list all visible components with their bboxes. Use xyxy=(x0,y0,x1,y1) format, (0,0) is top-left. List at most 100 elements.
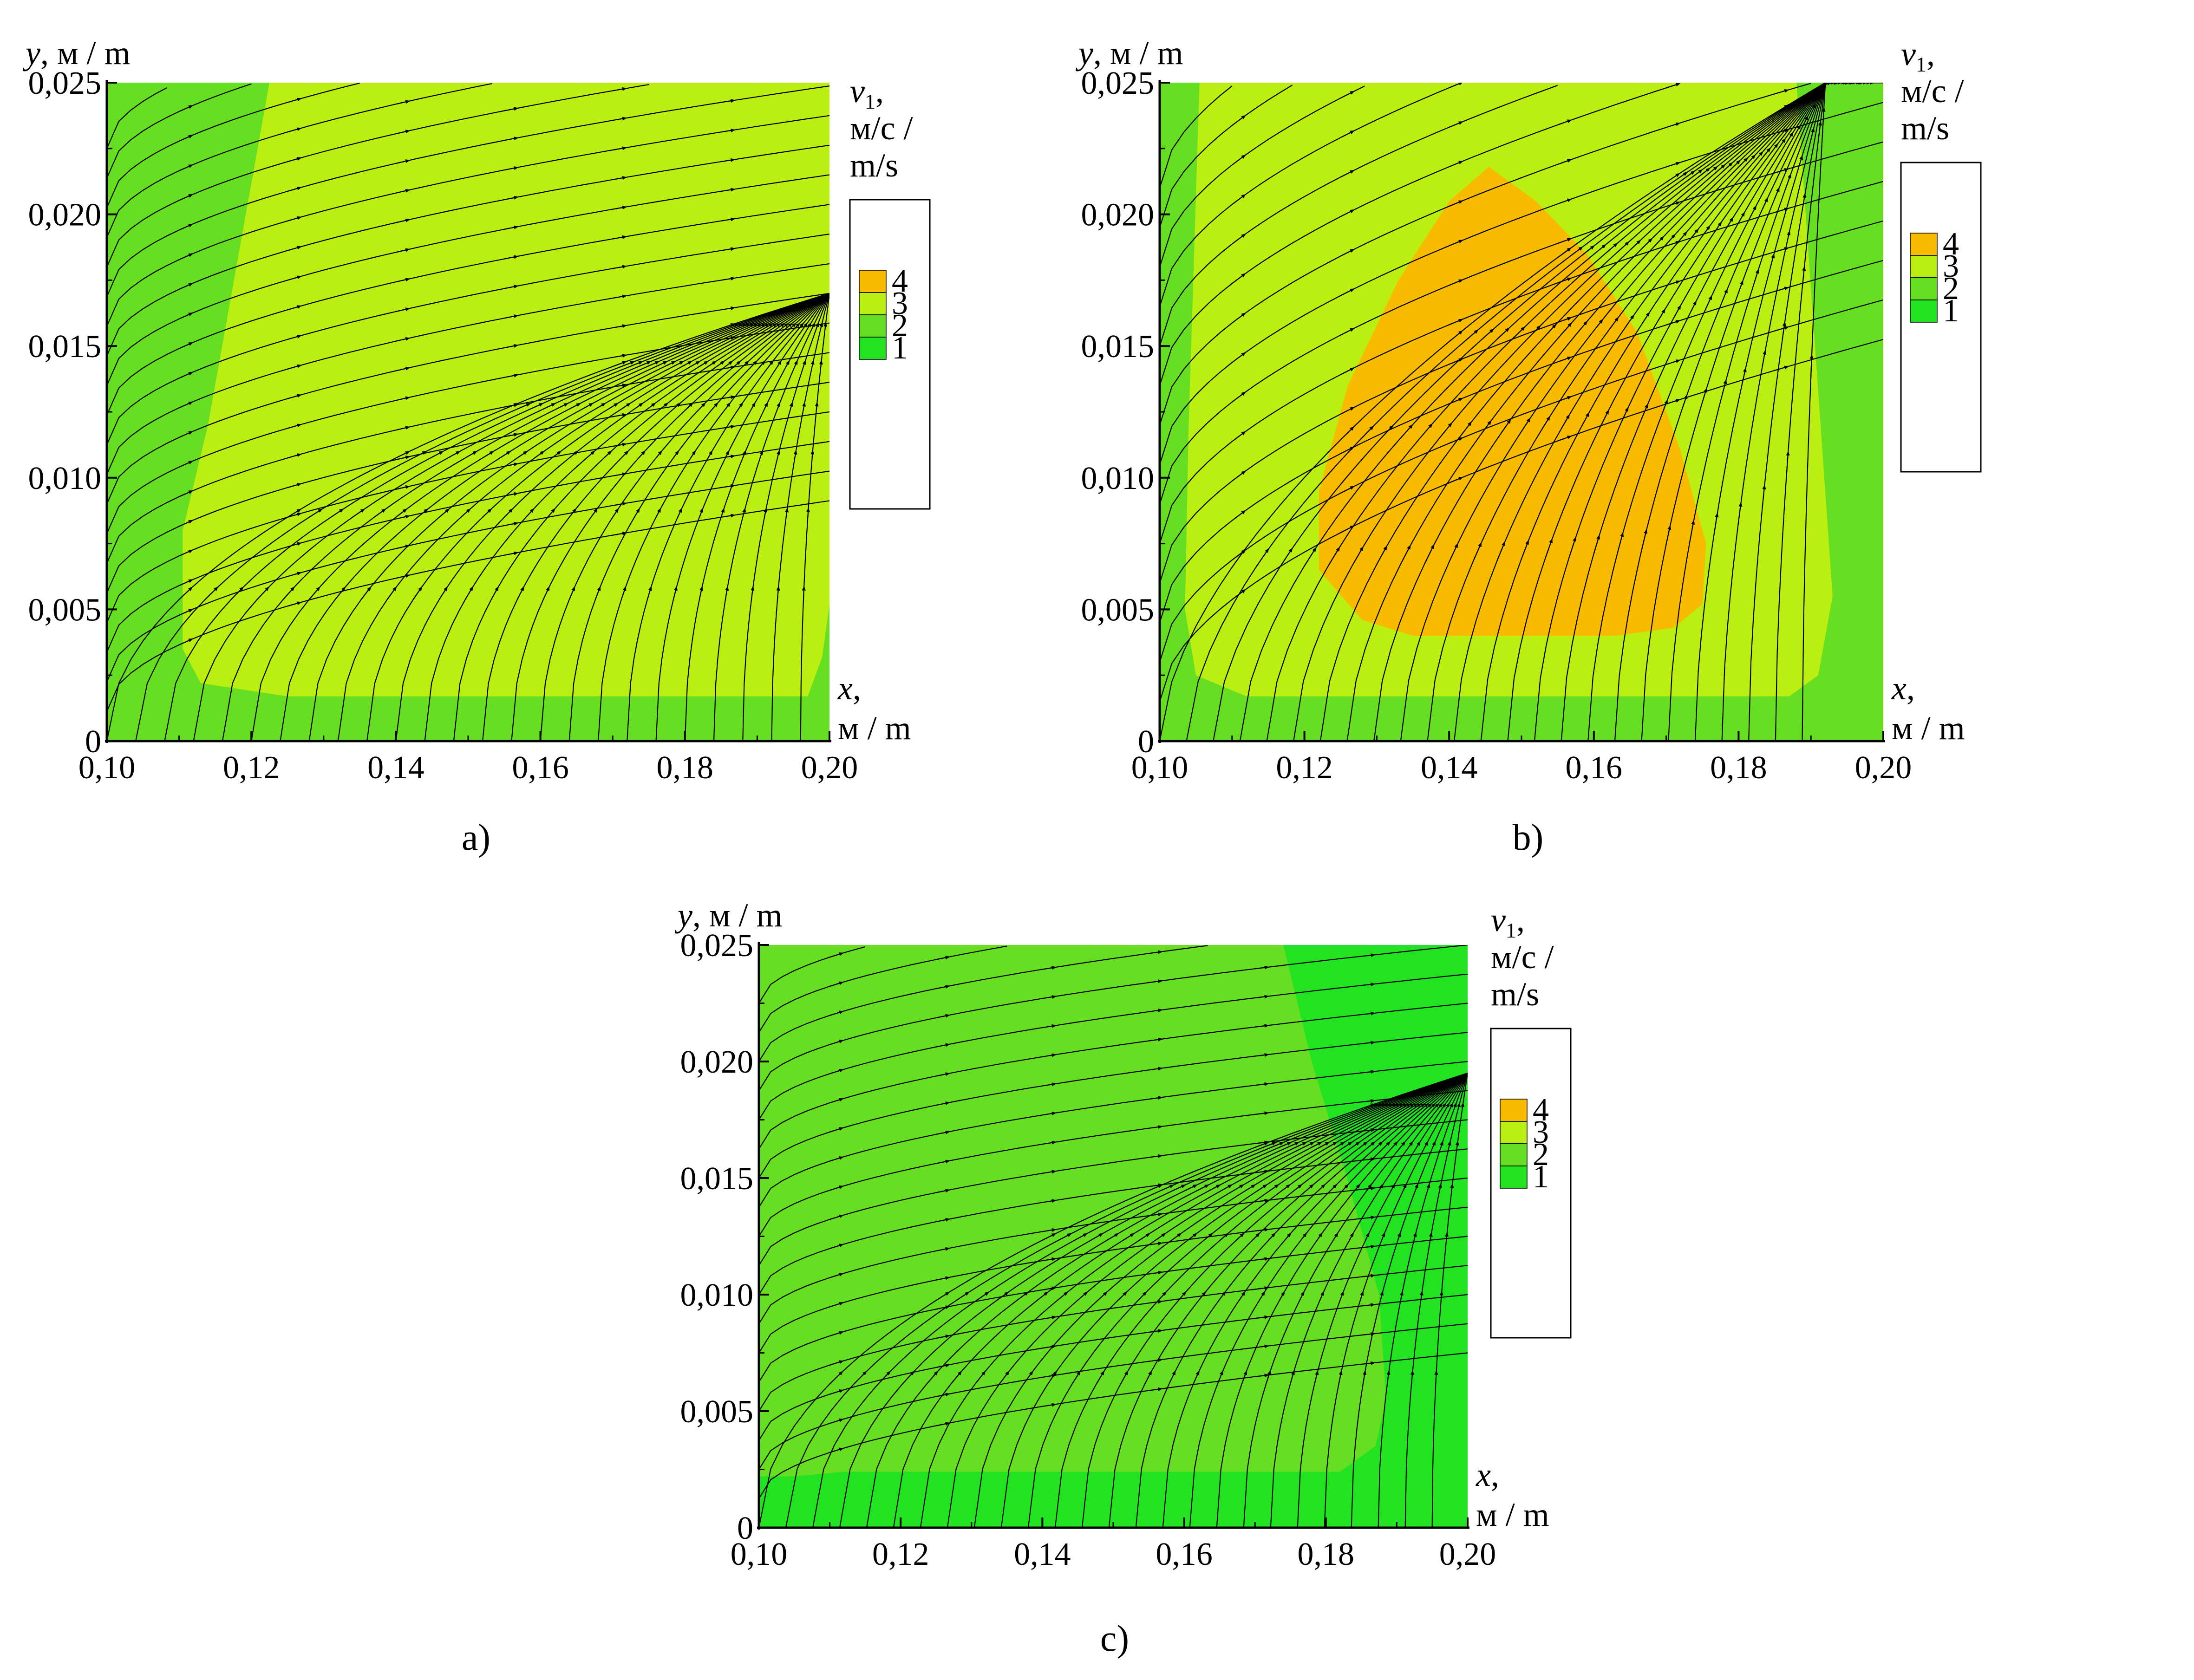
streamline-arrow xyxy=(1255,1344,1269,1348)
streamline-arrow xyxy=(287,572,302,577)
streamline-arrow xyxy=(396,366,411,371)
streamline-arrow xyxy=(179,401,194,409)
chart-panel-1: 0,10 0,12 0,14 0,16 0,18 0,20 0 0,005 0,010 0,015… xyxy=(22,34,931,858)
streamline xyxy=(1802,83,1883,741)
legend-label: 4 xyxy=(1943,226,1959,262)
streamline-arrow xyxy=(1750,205,1757,217)
streamline-arrow xyxy=(1424,544,1435,564)
y-tick-label: 0,015 xyxy=(28,329,102,365)
streamline-arrow xyxy=(1557,238,1572,244)
streamline-arrow xyxy=(829,1010,844,1016)
streamline-arrow xyxy=(1665,525,1672,547)
streamline-arrow xyxy=(534,450,545,459)
streamline-arrow xyxy=(1340,130,1355,138)
streamline-arrow xyxy=(1232,313,1246,324)
streamline xyxy=(1216,1073,1468,1528)
streamline-arrow xyxy=(1617,241,1630,252)
streamline-arrow xyxy=(504,462,519,467)
streamline xyxy=(1160,102,1883,465)
streamline-arrow xyxy=(1233,1184,1244,1191)
streamline xyxy=(164,293,829,741)
streamline-arrow xyxy=(1413,1103,1422,1109)
streamline-arrow xyxy=(1818,88,1823,100)
streamline-arrow xyxy=(1042,995,1057,999)
streamline xyxy=(1243,1073,1468,1528)
streamline-arrow xyxy=(1790,98,1803,108)
legend-swatch-1 xyxy=(859,337,887,360)
streamline-arrow xyxy=(926,1370,939,1385)
streamline-arrow xyxy=(1361,1099,1376,1103)
streamline xyxy=(1587,83,1883,741)
streamline xyxy=(1266,83,1883,741)
streamline xyxy=(684,293,829,741)
x-tick-label: 0,18 xyxy=(1298,1537,1355,1572)
legend-title-unit: м/с / xyxy=(1491,938,1554,976)
streamline-arrow xyxy=(1259,1291,1265,1301)
contour-regions xyxy=(107,83,829,741)
streamline-arrow xyxy=(1107,1233,1119,1241)
x-axis-label: x, xyxy=(837,670,861,707)
streamline xyxy=(251,293,829,741)
streamline-arrow xyxy=(1737,280,1743,293)
streamline-arrow xyxy=(829,1371,843,1385)
streamline xyxy=(839,1073,1468,1528)
streamline-arrow xyxy=(1361,1332,1376,1336)
streamline-arrow xyxy=(1373,1103,1386,1109)
legend-label: 2 xyxy=(1533,1137,1549,1172)
streamline xyxy=(1160,83,1883,741)
streamline-arrow xyxy=(282,586,295,600)
streamline-arrow xyxy=(790,322,797,329)
streamline xyxy=(759,1236,1468,1382)
streamline-arrow xyxy=(1042,1228,1057,1232)
streamline-arrow xyxy=(586,450,595,458)
streamline xyxy=(540,293,829,741)
streamline-arrow xyxy=(721,247,736,251)
streamline-arrow xyxy=(613,531,627,536)
streamline-arrow xyxy=(902,1370,915,1385)
streamline-arrow xyxy=(1255,1198,1269,1203)
streamline-arrow xyxy=(1577,320,1588,333)
streamline-arrow xyxy=(1332,1232,1339,1241)
streamline xyxy=(107,470,829,682)
streamline-arrow xyxy=(829,1098,844,1104)
y-tick-label: 0,010 xyxy=(680,1277,754,1313)
streamline-arrow xyxy=(1774,129,1789,134)
streamline-arrow xyxy=(499,450,511,459)
y-tick-label: 0,010 xyxy=(28,461,102,496)
contour-level-4 xyxy=(1319,167,1706,636)
streamline xyxy=(1373,83,1883,741)
streamline-arrow xyxy=(1340,328,1355,336)
streamline-arrow xyxy=(1340,249,1355,257)
streamline-arrow xyxy=(1037,1291,1049,1301)
streamline-arrow xyxy=(751,586,755,600)
streamline-arrow xyxy=(1330,1184,1338,1191)
streamline-arrow xyxy=(1453,1102,1457,1109)
streamline xyxy=(1213,83,1883,741)
x-tick-label: 0,12 xyxy=(223,750,280,786)
streamline-arrow xyxy=(1217,1370,1223,1384)
streamline-arrow xyxy=(1605,242,1618,254)
streamline-arrow xyxy=(330,508,344,518)
streamline-arrow xyxy=(1311,1141,1323,1148)
streamline-arrow xyxy=(1401,1103,1411,1109)
legend-swatch-3 xyxy=(1500,1121,1528,1144)
streamline xyxy=(107,87,168,149)
streamline-arrow xyxy=(1456,1102,1461,1109)
streamline-arrow xyxy=(1666,122,1681,128)
streamline-arrow xyxy=(1362,1370,1367,1384)
streamline xyxy=(1160,85,1558,346)
streamline-arrow xyxy=(620,586,627,600)
legend-label: 3 xyxy=(1533,1114,1549,1150)
streamline-arrow xyxy=(829,952,844,958)
streamline-arrow xyxy=(287,305,302,311)
streamline-arrow xyxy=(179,283,194,290)
streamline-arrow xyxy=(793,449,797,458)
streamline-arrow xyxy=(764,402,768,410)
streamline-arrow xyxy=(1319,1290,1324,1301)
streamline-arrow xyxy=(777,323,785,329)
streamline-arrow xyxy=(1318,1184,1326,1191)
streamline xyxy=(759,946,866,1004)
streamline xyxy=(742,293,829,741)
streamline-arrow xyxy=(768,323,778,329)
streamline-arrow xyxy=(829,1447,844,1453)
